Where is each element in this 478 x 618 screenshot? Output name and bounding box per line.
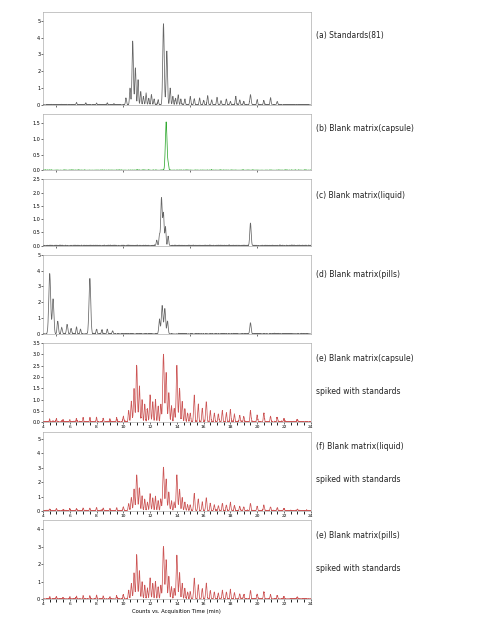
X-axis label: Counts vs. Acquisition Time (min): Counts vs. Acquisition Time (min) (132, 609, 221, 614)
Text: (e) Blank matrix(pills): (e) Blank matrix(pills) (316, 531, 400, 540)
Text: (a) Standards(81): (a) Standards(81) (316, 31, 384, 40)
Text: (f) Blank matrix(liquid): (f) Blank matrix(liquid) (316, 442, 404, 452)
Text: (b) Blank matrix(capsule): (b) Blank matrix(capsule) (316, 124, 414, 133)
Text: spiked with standards: spiked with standards (316, 475, 401, 485)
Text: (c) Blank matrix(liquid): (c) Blank matrix(liquid) (316, 192, 405, 200)
Text: spiked with standards: spiked with standards (316, 564, 401, 573)
Text: (e) Blank matrix(capsule): (e) Blank matrix(capsule) (316, 354, 413, 363)
Text: spiked with standards: spiked with standards (316, 387, 401, 396)
Text: (d) Blank matrix(pills): (d) Blank matrix(pills) (316, 270, 400, 279)
